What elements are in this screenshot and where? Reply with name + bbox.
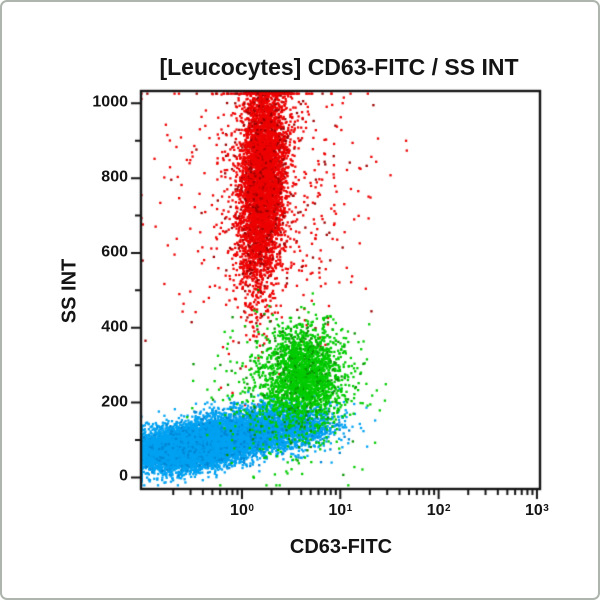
x-tick-label: 103 (525, 502, 549, 519)
y-tick-label: 800 (101, 168, 128, 186)
y-tick-label: 1000 (92, 93, 128, 111)
y-tick-label: 400 (101, 318, 128, 336)
y-tick-label: 600 (101, 243, 128, 261)
y-tick-label: 0 (119, 467, 128, 485)
x-tick-label: 100 (230, 502, 254, 519)
y-tick-label: 200 (101, 392, 128, 410)
x-tick-label: 102 (426, 502, 451, 519)
x-tick-label: 101 (328, 502, 353, 519)
